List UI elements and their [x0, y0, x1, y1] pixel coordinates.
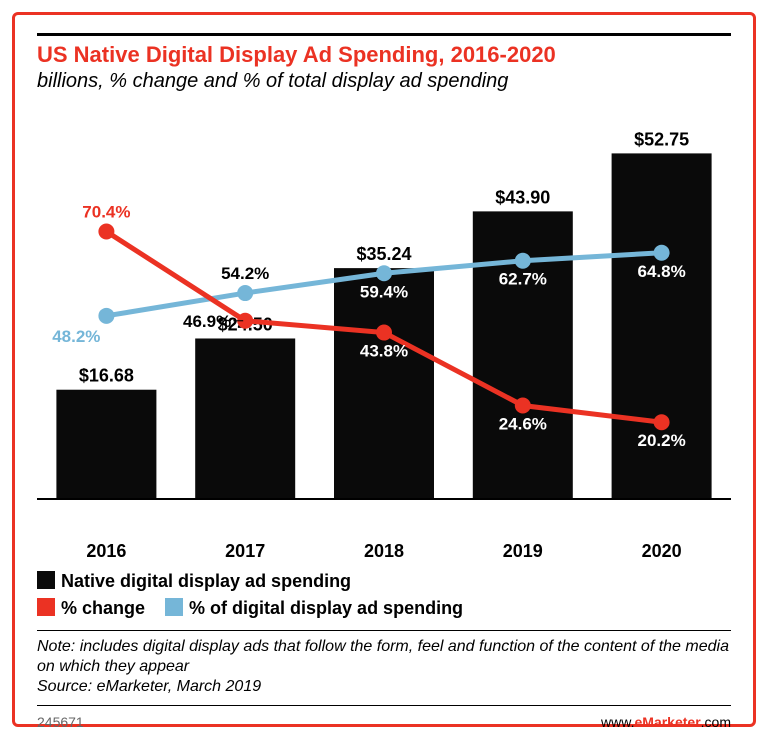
- chart-svg: $16.68$24.50$35.24$43.90$52.7548.2%54.2%…: [37, 99, 731, 539]
- marker-red: [654, 415, 670, 431]
- bar-value-label: $43.90: [495, 188, 550, 208]
- marker-red: [376, 325, 392, 341]
- chart-frame: US Native Digital Display Ad Spending, 2…: [12, 12, 756, 727]
- legend-label: Native digital display ad spending: [61, 571, 351, 591]
- legend-swatch: [165, 598, 183, 616]
- label-red: 43.8%: [360, 342, 408, 361]
- marker-blue: [654, 245, 670, 261]
- footer-brand: www.eMarketer.com: [601, 714, 731, 730]
- bar-value-label: $52.75: [634, 130, 689, 150]
- label-red: 20.2%: [637, 432, 685, 451]
- chart-subtitle: billions, % change and % of total displa…: [37, 70, 731, 93]
- footer-id: 245671: [37, 714, 84, 730]
- xaxis-tick: 2019: [453, 541, 592, 562]
- xaxis-tick: 2018: [315, 541, 454, 562]
- chart-area: $16.68$24.50$35.24$43.90$52.7548.2%54.2%…: [37, 99, 731, 539]
- label-blue: 48.2%: [52, 327, 100, 346]
- label-red: 24.6%: [499, 415, 547, 434]
- label-blue: 54.2%: [221, 264, 269, 283]
- xaxis-tick: 2017: [176, 541, 315, 562]
- thin-rule-1: [37, 630, 731, 631]
- label-blue: 62.7%: [499, 270, 547, 289]
- label-blue: 64.8%: [637, 262, 685, 281]
- top-rule: [37, 33, 731, 36]
- xaxis-tick: 2016: [37, 541, 176, 562]
- note-source: Source: eMarketer, March 2019: [37, 677, 731, 697]
- bar: [334, 269, 434, 500]
- note-text: Note: includes digital display ads that …: [37, 637, 731, 677]
- legend-swatch: [37, 598, 55, 616]
- marker-blue: [515, 253, 531, 269]
- brand-post: .com: [701, 714, 731, 730]
- bar: [56, 390, 156, 499]
- label-red: 70.4%: [82, 203, 130, 222]
- bar-value-label: $16.68: [79, 366, 134, 386]
- bar-value-label: $35.24: [356, 245, 411, 265]
- xaxis-tick: 2020: [592, 541, 731, 562]
- marker-blue: [237, 285, 253, 301]
- marker-blue: [376, 266, 392, 282]
- brand-bold: eMarketer: [635, 714, 701, 730]
- marker-blue: [98, 308, 114, 324]
- footer: 245671 www.eMarketer.com: [37, 714, 731, 730]
- legend-swatch: [37, 571, 55, 589]
- legend: Native digital display ad spending % chan…: [37, 568, 731, 622]
- brand-pre: www.: [601, 714, 634, 730]
- thin-rule-2: [37, 705, 731, 706]
- chart-title: US Native Digital Display Ad Spending, 2…: [37, 42, 731, 68]
- marker-red: [515, 398, 531, 414]
- legend-label: % change: [61, 598, 145, 618]
- label-blue: 59.4%: [360, 283, 408, 302]
- marker-red: [98, 224, 114, 240]
- xaxis-labels: 20162017201820192020: [37, 541, 731, 562]
- label-red: 46.9%: [183, 312, 231, 331]
- legend-label: % of digital display ad spending: [189, 598, 463, 618]
- bar: [195, 339, 295, 500]
